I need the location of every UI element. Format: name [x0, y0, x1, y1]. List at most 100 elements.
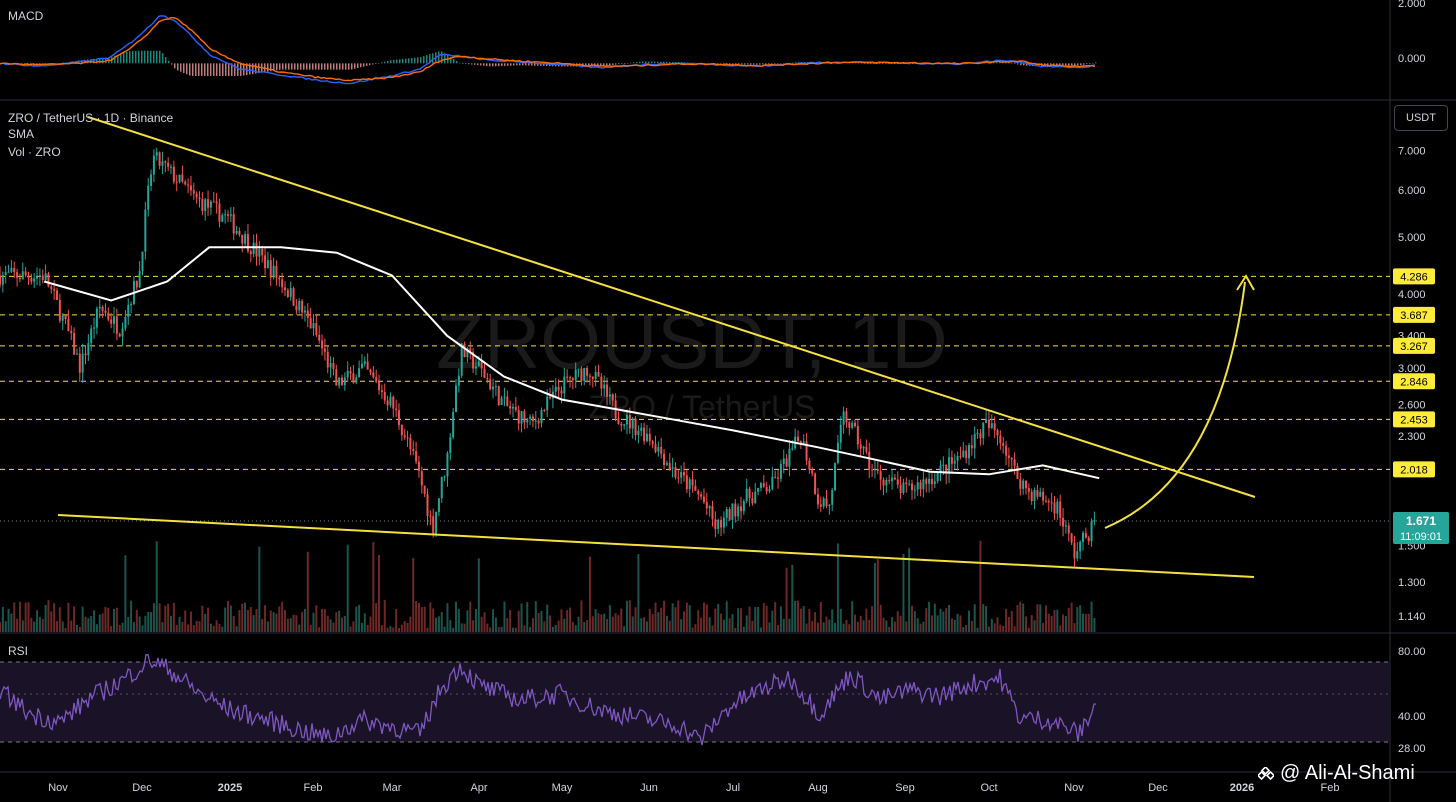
candle [497, 385, 500, 407]
volume-bar [1036, 604, 1039, 632]
macd-hist-bar [588, 63, 590, 67]
volume-bar [603, 613, 606, 632]
macd-hist-bar [465, 63, 467, 64]
macd-hist-bar [126, 51, 128, 64]
candle [1039, 487, 1042, 498]
candle [409, 433, 412, 456]
macd-hist-bar [1068, 63, 1070, 66]
macd-hist-bar [441, 51, 443, 64]
volume-bar [78, 626, 81, 632]
macd-hist-bar [774, 63, 776, 64]
candle [617, 411, 620, 425]
svg-text:3.267: 3.267 [1400, 341, 1428, 353]
macd-hist-bar [747, 63, 749, 65]
macd-hist-bar [783, 63, 785, 64]
volume-bar [668, 620, 671, 632]
macd-hist-bar [177, 63, 179, 71]
macd-hist-bar [438, 51, 440, 64]
volume-bar [360, 622, 363, 632]
volume-bar [782, 618, 785, 632]
candle [577, 368, 580, 378]
candle [651, 439, 654, 449]
macd-hist-bar [504, 63, 506, 66]
macd-hist-bar [753, 63, 755, 65]
candle [286, 287, 289, 299]
volume-bar [765, 605, 768, 632]
candle [822, 496, 825, 509]
candle [506, 390, 509, 407]
volume-bar [90, 616, 93, 632]
candle [417, 455, 420, 478]
candle [930, 470, 933, 492]
macd-hist-bar [378, 63, 380, 64]
macd-hist-bar [657, 61, 659, 64]
volume-bar [27, 602, 30, 632]
macd-panel: MACD 2.000 0.000 [0, 0, 1426, 85]
volume-bar [854, 614, 856, 632]
macd-hist-bar [288, 63, 290, 70]
candlesticks [0, 147, 1096, 569]
volume-bar [298, 624, 301, 632]
macd-hist-bar [606, 63, 608, 66]
svg-text:2.453: 2.453 [1400, 414, 1428, 426]
macd-hist-bar [267, 63, 269, 72]
macd-hist-bar [516, 63, 518, 66]
volume-bar [948, 605, 951, 632]
time-tick: Dec [1148, 782, 1168, 794]
macd-hist-bar [444, 53, 446, 64]
volume-bar [73, 606, 76, 632]
credit-text: @ Ali-Al-Shami [1280, 762, 1415, 784]
time-tick: 2026 [1230, 782, 1254, 794]
volume-bar [13, 602, 16, 632]
volume-bar [241, 603, 244, 632]
candle [965, 445, 968, 464]
volume-bar [868, 619, 871, 632]
candle [261, 246, 264, 263]
candle [1047, 498, 1050, 512]
volume-bar [828, 619, 831, 632]
volume-bar [67, 602, 70, 632]
candle [30, 273, 33, 285]
volume-bar [617, 615, 620, 632]
candle [754, 482, 757, 504]
volume-bar [665, 615, 668, 632]
macd-hist-bar [228, 63, 230, 76]
volume-bar [284, 610, 286, 632]
candle [970, 435, 973, 456]
candle [369, 368, 372, 376]
macd-hist-bar [672, 61, 674, 64]
volume-bar [147, 611, 150, 632]
price-tick: 7.000 [1398, 146, 1426, 158]
candle [643, 422, 646, 445]
volume-bar [24, 602, 27, 632]
candle [520, 410, 523, 433]
candle [549, 387, 552, 400]
macd-hist-bar [528, 63, 530, 66]
macd-hist-bar [198, 63, 200, 76]
candle [246, 224, 249, 254]
rsi-panel: RSI 80.00 40.00 28.00 [0, 644, 1426, 755]
volume-bar [64, 627, 67, 632]
macd-hist-bar [168, 60, 170, 64]
macd-hist-bar [732, 63, 734, 65]
volume-bar [1007, 616, 1010, 632]
svg-text:2.018: 2.018 [1400, 464, 1428, 476]
candle [683, 462, 685, 482]
volume-bar [862, 620, 865, 632]
candle [882, 477, 885, 496]
candle [1053, 496, 1056, 520]
volume-bar [455, 601, 457, 632]
volume-bar [1039, 604, 1042, 632]
candle [135, 280, 138, 291]
volume-bar [1042, 622, 1045, 632]
macd-hist-bar [129, 51, 131, 64]
volume-bar [834, 622, 837, 632]
macd-hist-bar [630, 62, 632, 64]
macd-hist-bar [768, 63, 770, 65]
volume-bar [61, 621, 64, 632]
volume-bar [643, 617, 646, 632]
currency-button[interactable]: USDT [1394, 105, 1448, 131]
candle [315, 315, 318, 337]
volume-bar [198, 621, 201, 632]
macd-hist-bar [462, 63, 464, 64]
